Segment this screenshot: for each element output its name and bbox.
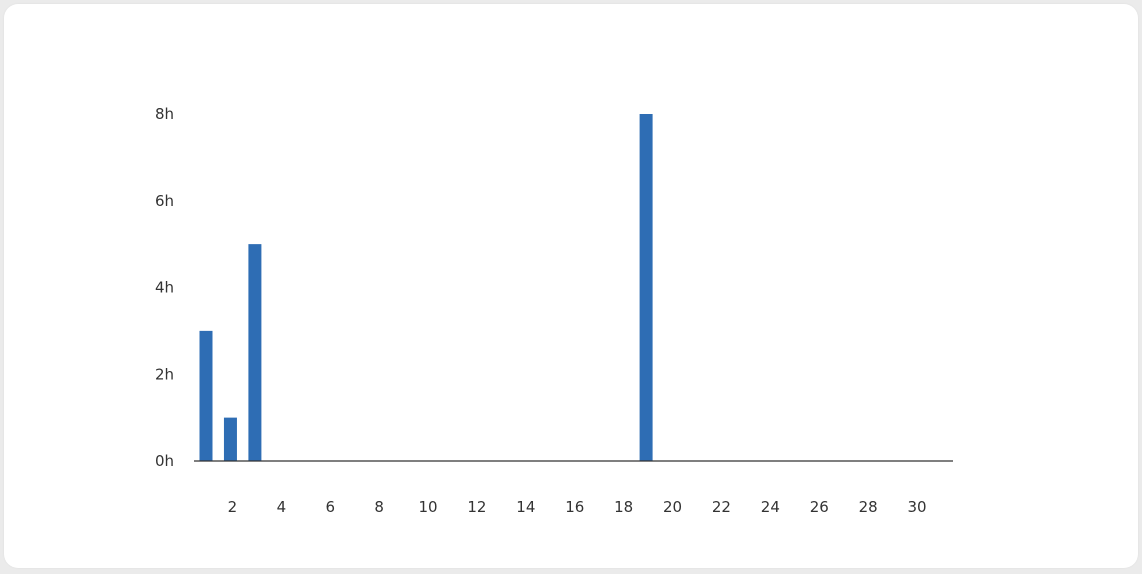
x-tick-label: 14	[516, 498, 535, 516]
x-tick-label: 10	[419, 498, 438, 516]
x-tick-label: 16	[565, 498, 584, 516]
x-tick-label: 12	[467, 498, 486, 516]
x-tick-label: 18	[614, 498, 633, 516]
bar-day-2[interactable]	[223, 417, 237, 461]
bar-day-19[interactable]	[639, 114, 653, 461]
x-tick-label: 20	[663, 498, 682, 516]
x-tick-label: 22	[712, 498, 731, 516]
y-tick-label: 2h	[155, 365, 174, 383]
y-tick-label: 8h	[155, 105, 174, 123]
y-axis-ticks: 0h 2h 4h 6h 8h	[155, 105, 174, 470]
x-tick-label: 6	[325, 498, 335, 516]
x-tick-label: 8	[374, 498, 384, 516]
y-tick-label: 0h	[155, 452, 174, 470]
bar-day-3[interactable]	[248, 244, 262, 461]
x-tick-label: 28	[859, 498, 878, 516]
x-tick-label: 26	[810, 498, 829, 516]
bar-day-1[interactable]	[199, 330, 213, 461]
chart-card	[4, 4, 1138, 568]
bars	[199, 114, 653, 461]
x-tick-label: 30	[908, 498, 927, 516]
x-tick-label: 4	[277, 498, 287, 516]
x-tick-label: 24	[761, 498, 780, 516]
y-tick-label: 4h	[155, 279, 174, 297]
y-tick-label: 6h	[155, 192, 174, 210]
x-axis-ticks: 2 4 6 8 10 12 14 16 18 20 22 24 26 28 30	[228, 498, 927, 516]
x-tick-label: 2	[228, 498, 238, 516]
